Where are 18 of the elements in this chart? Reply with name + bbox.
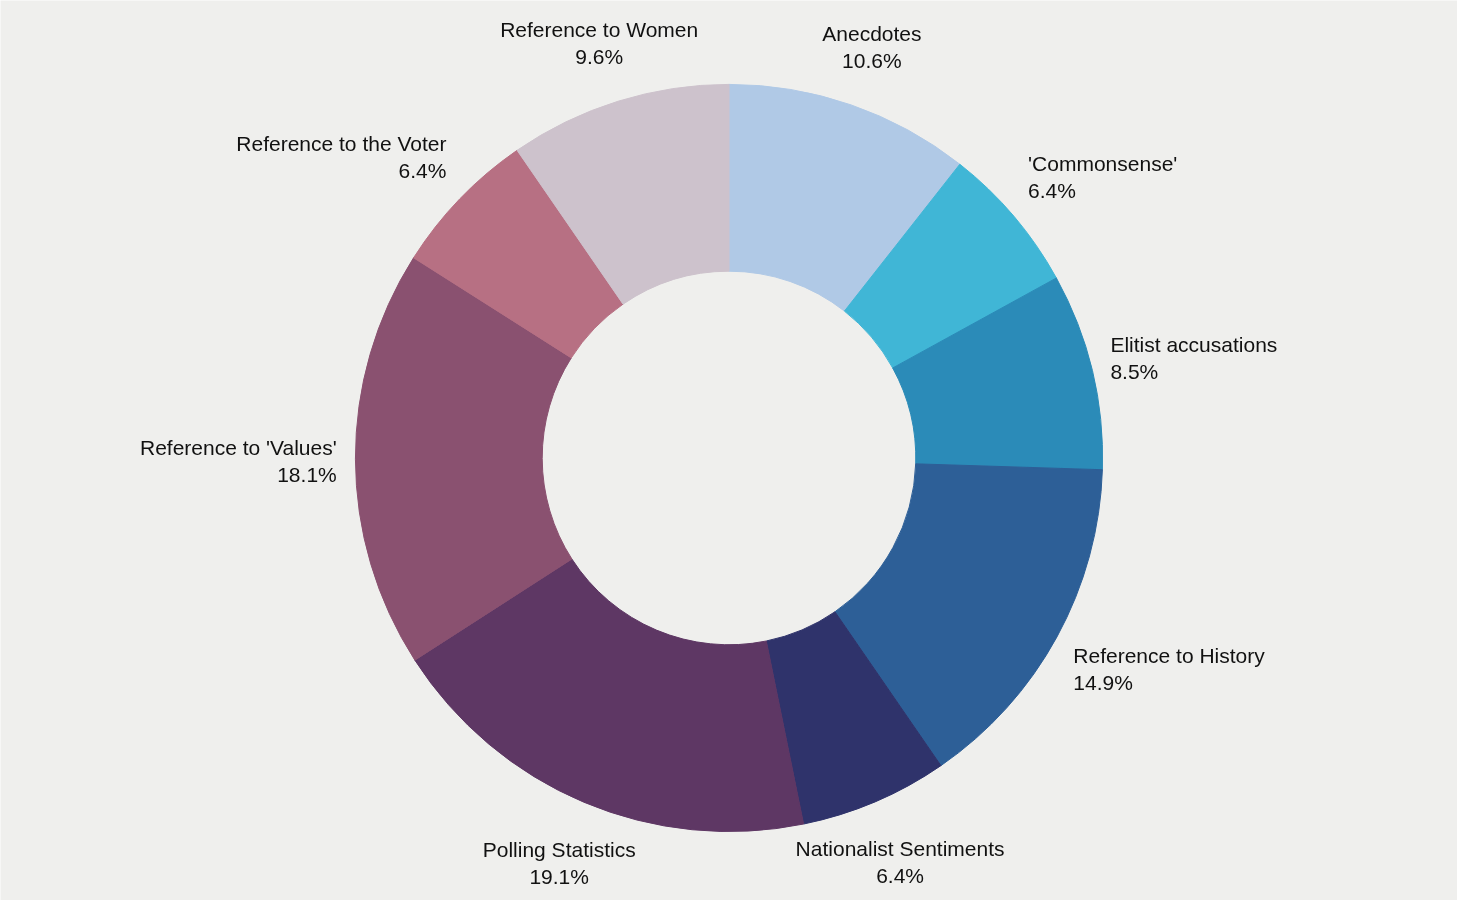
data-label: 8.5% (1110, 359, 1159, 383)
data-label: 19.1% (529, 864, 589, 888)
data-label: 6.4% (876, 864, 925, 888)
slice-label: Anecdotes (822, 21, 922, 45)
data-label: 18.1% (277, 463, 337, 487)
data-label: 14.9% (1073, 671, 1133, 695)
data-label: 6.4% (1028, 179, 1076, 203)
slice-label: Reference to the Voter (236, 131, 447, 155)
slice-label: Elitist accusations (1110, 332, 1278, 356)
slice-label: Reference to History (1073, 644, 1266, 668)
slice-label: 'Commonsense' (1028, 152, 1178, 176)
slice-label: Polling Statistics (482, 837, 636, 861)
data-label: 9.6% (575, 44, 624, 68)
slice-label: Nationalist Sentiments (795, 837, 1005, 861)
slice-label: Reference to Women (500, 17, 699, 41)
data-label: 10.6% (842, 48, 902, 72)
slice-label: Reference to 'Values' (139, 436, 337, 460)
data-label: 6.4% (398, 158, 447, 182)
